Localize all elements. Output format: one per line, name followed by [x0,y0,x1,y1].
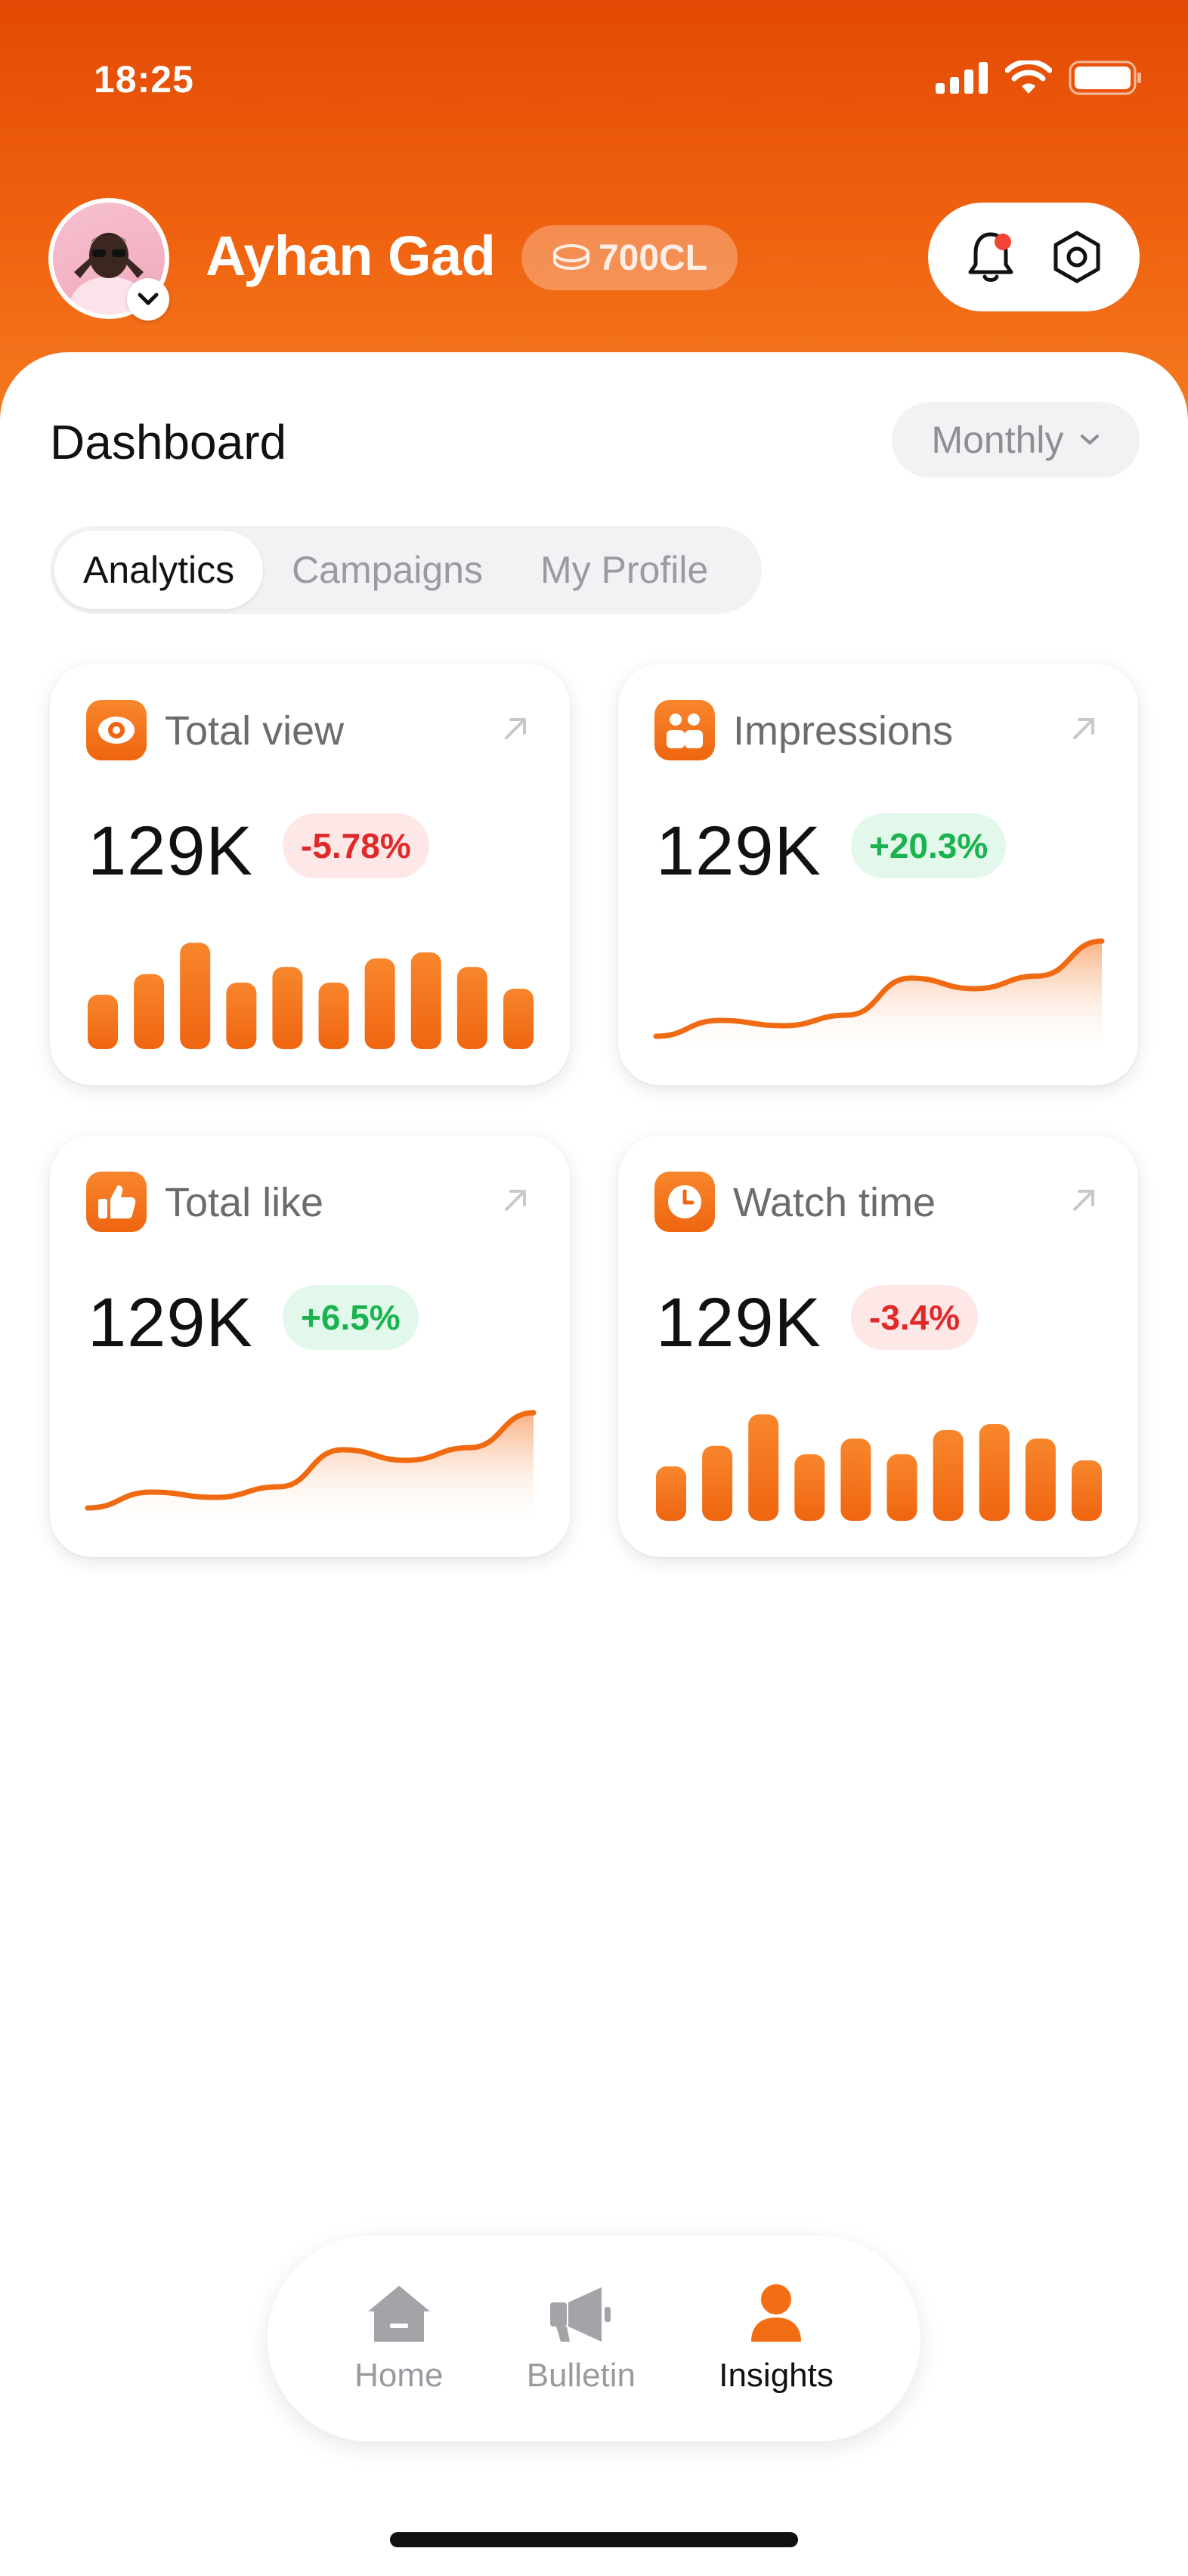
clock-icon [654,1172,715,1232]
bar-chart [656,1414,1102,1521]
chart-bar [226,983,257,1049]
nav-item-label: Bulletin [526,2357,636,2394]
card-value: 129K [88,1284,253,1361]
megaphone-icon [549,2287,611,2342]
home-icon [367,2286,430,2342]
chart-bar [272,967,303,1049]
period-select[interactable]: Monthly [892,402,1140,478]
chart-bar [933,1430,964,1521]
status-bar: 18:25 [0,0,1188,166]
chart-bar [979,1424,1010,1521]
bar-chart [88,943,534,1049]
home-indicator [390,2532,798,2547]
chart-line [85,1410,537,1511]
card-title: Total view [165,708,345,754]
chart-bar [656,1466,686,1521]
nav-item-home[interactable]: Home [354,2283,443,2395]
chart-bar [88,995,118,1049]
thumbs-up-icon [86,1172,147,1232]
bottom-nav: Home Bulletin Insights [268,2236,920,2441]
chart-bar [318,983,349,1049]
card-value: 129K [88,813,253,890]
chart-bar [364,958,395,1049]
change-badge: +20.3% [851,813,1007,878]
line-chart [85,1410,537,1528]
card-value: 129K [656,813,821,890]
chevron-down-icon [138,293,159,305]
arrow-up-right-icon[interactable] [500,1185,531,1215]
chart-bar [840,1438,871,1521]
tab-campaigns[interactable]: Campaigns [292,549,483,591]
chart-bar [886,1454,917,1521]
dashboard-tabs: Analytics Campaigns My Profile [50,526,762,614]
chart-bar [456,967,487,1049]
status-time: 18:25 [94,58,194,101]
signal-icon [936,62,988,94]
settings-button[interactable] [1043,223,1111,291]
stat-card-total-view[interactable]: Total view 129K -5.78% [50,664,570,1085]
gear-icon [1053,231,1100,283]
nav-item-insights[interactable]: Insights [719,2283,834,2395]
notifications-button[interactable] [957,223,1025,291]
chart-bar [1072,1460,1102,1521]
chart-line [653,938,1105,1039]
change-badge: -3.4% [851,1285,979,1350]
card-value: 129K [656,1284,821,1361]
notification-dot [995,234,1011,250]
account-switch-button[interactable] [127,278,169,320]
grid-users-icon [654,700,715,760]
coins-icon [552,244,589,271]
chart-bar [410,952,441,1049]
period-select-value: Monthly [931,419,1064,461]
chart-bar [748,1414,779,1521]
change-badge: +6.5% [283,1285,419,1350]
chart-bar [794,1454,825,1521]
change-badge: -5.78% [283,813,429,878]
chart-bar [180,943,211,1049]
battery-icon [1069,60,1141,95]
stat-card-total-like[interactable]: Total like 129K +6.5% [50,1135,570,1557]
eye-icon [86,700,147,760]
arrow-up-right-icon[interactable] [500,714,531,744]
arrow-up-right-icon[interactable] [1069,714,1099,744]
arrow-up-right-icon[interactable] [1069,1185,1099,1215]
nav-item-bulletin[interactable]: Bulletin [527,2283,636,2395]
card-title: Total like [165,1180,324,1225]
status-icons [936,60,1143,95]
user-name: Ayhan Gad [206,224,496,287]
chart-bar [1025,1438,1056,1521]
wifi-icon [1005,60,1052,94]
chart-bar [702,1445,733,1521]
header-actions [928,203,1140,311]
tab-analytics[interactable]: Analytics [54,531,264,609]
coin-balance: 700CL [598,237,708,278]
line-chart [653,938,1105,1057]
tab-my-profile[interactable]: My Profile [540,549,709,591]
card-title: Impressions [733,708,954,754]
stat-card-watch-time[interactable]: Watch time 129K -3.4% [618,1135,1138,1557]
chart-bar [134,974,165,1049]
user-icon [751,2284,802,2342]
card-title: Watch time [733,1180,936,1225]
chart-bar [503,989,534,1049]
coin-balance-badge[interactable]: 700CL [521,225,738,290]
stat-card-impressions[interactable]: Impressions 129K +20.3% [618,664,1138,1085]
page-title: Dashboard [50,415,287,469]
nav-item-label: Insights [719,2357,834,2394]
nav-item-label: Home [354,2357,444,2394]
chevron-down-icon [1080,435,1099,444]
